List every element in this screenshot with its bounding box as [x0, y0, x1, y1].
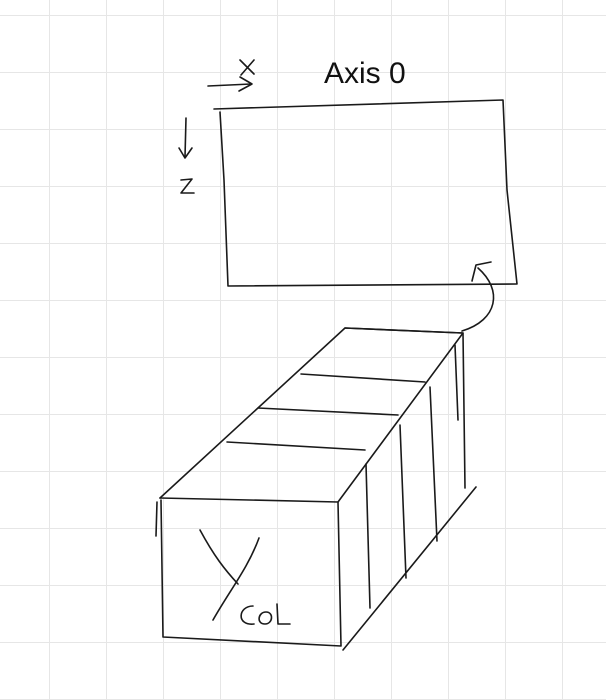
- block-top-face: [159, 327, 464, 503]
- side-slice-3: [429, 386, 438, 542]
- top-slice-1: [344, 327, 463, 334]
- block-side-face: [342, 332, 477, 651]
- block-front-edge: [155, 501, 158, 537]
- z-arrow-icon: [178, 117, 193, 159]
- x-axis-label: [239, 59, 255, 76]
- curved-arrow-icon: [461, 261, 495, 332]
- z-axis-label: [180, 178, 195, 194]
- top-slice-3: [257, 407, 399, 416]
- side-slice-1: [365, 463, 371, 609]
- col-label: [240, 603, 291, 625]
- y-label: [199, 529, 260, 621]
- side-slice-4: [454, 344, 459, 421]
- axis-title: Axis 0: [324, 57, 406, 90]
- block-front-face: [159, 497, 342, 647]
- top-slice-2: [300, 373, 426, 383]
- top-slice-4: [226, 441, 366, 451]
- side-slice-2: [399, 424, 407, 579]
- x-arrow-icon: [207, 76, 253, 92]
- axis0-plane-rectangle: [213, 99, 518, 287]
